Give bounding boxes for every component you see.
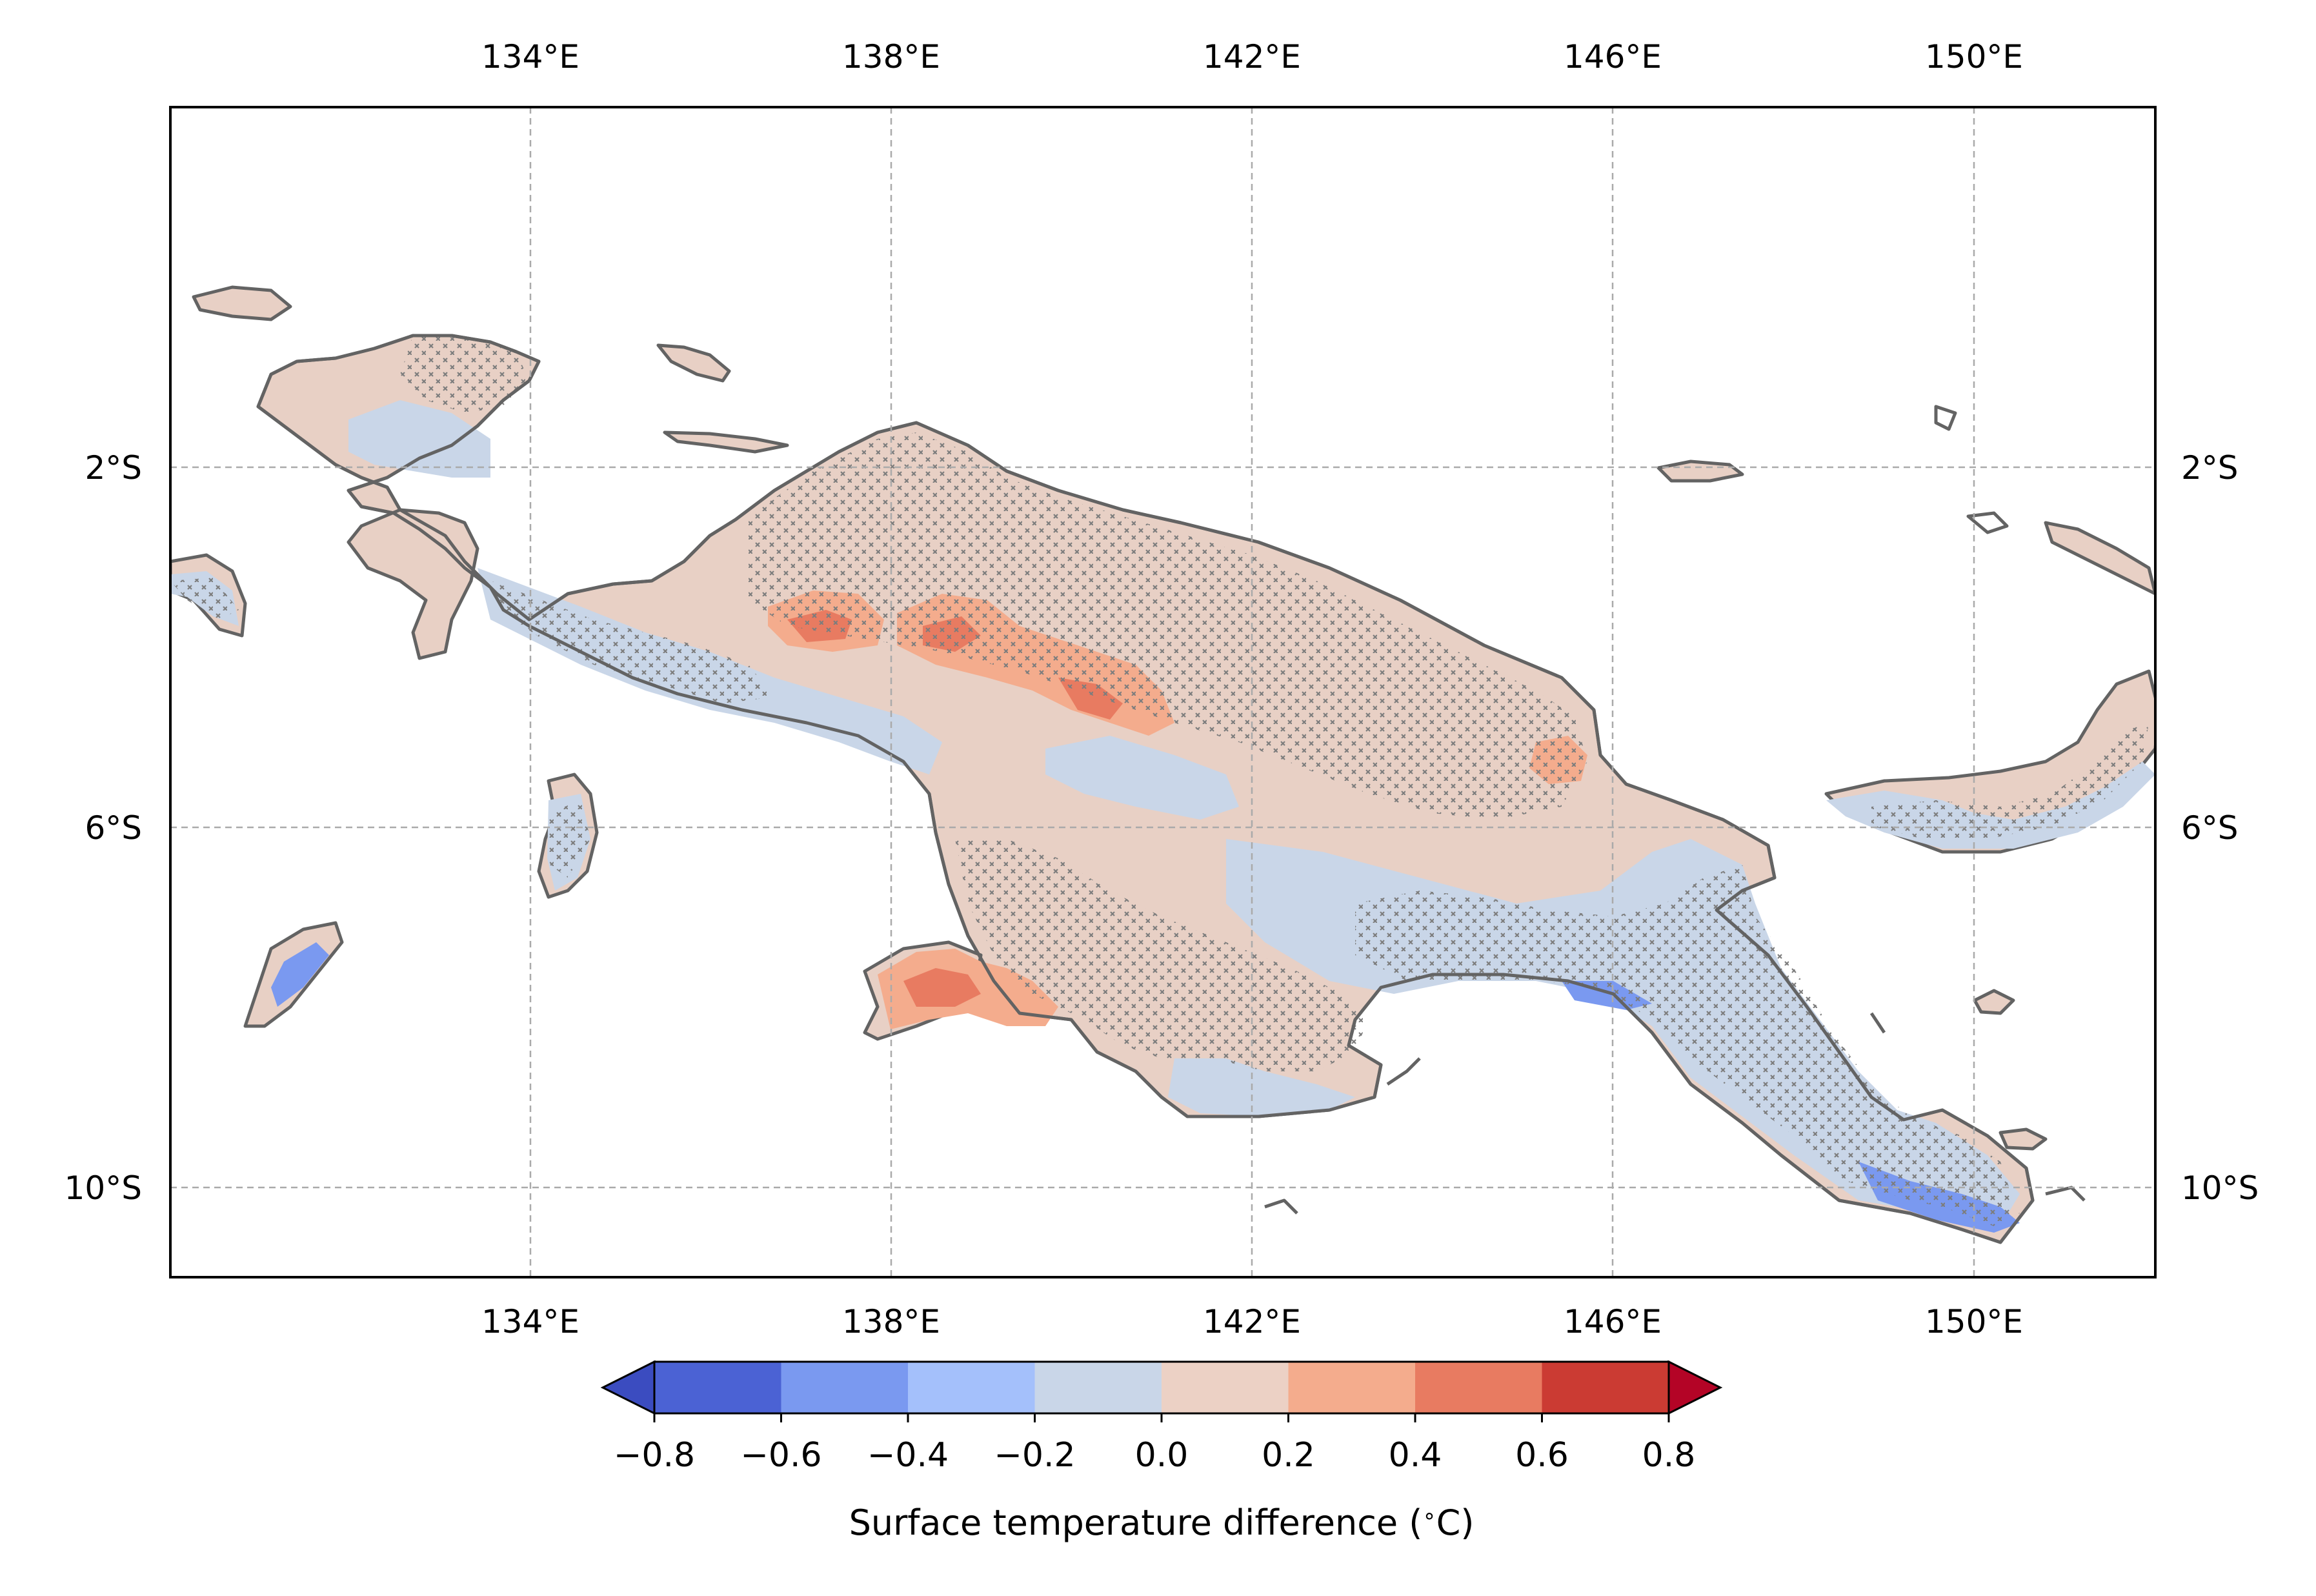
colorbar-bin-6 bbox=[1288, 1362, 1415, 1413]
top-lon-label-142E: 142°E bbox=[1203, 38, 1301, 76]
bottom-lon-label-138E: 138°E bbox=[842, 1303, 940, 1340]
top-lon-label-134E: 134°E bbox=[481, 38, 579, 76]
right-lat-label-10S: 10°S bbox=[2181, 1169, 2259, 1207]
map-frame bbox=[169, 106, 2157, 1278]
colorbar-bin-5 bbox=[1162, 1362, 1289, 1413]
colorbar-tick-label-1: −0.8 bbox=[614, 1436, 695, 1475]
stipple-north-lowlands bbox=[749, 432, 1587, 820]
top-lon-label-146E: 146°E bbox=[1564, 38, 1662, 76]
colorbar-tick-label-5: 0.0 bbox=[1135, 1436, 1189, 1475]
trobriand-island bbox=[1973, 989, 2015, 1015]
goodenough-island bbox=[1999, 1127, 2048, 1151]
right-lat-label-2S: 2°S bbox=[2181, 449, 2239, 487]
cool-anomaly-central bbox=[1045, 736, 1239, 820]
gridlines bbox=[170, 107, 2155, 1277]
cool-anomaly-south-coast bbox=[1168, 1058, 1355, 1116]
bottom-lon-label-142E: 142°E bbox=[1203, 1303, 1301, 1340]
left-lat-label-2S: 2°S bbox=[85, 449, 142, 487]
stipple-bird-head bbox=[400, 336, 774, 703]
colorbar-bin-2 bbox=[781, 1362, 908, 1413]
top-lon-label-138E: 138°E bbox=[842, 38, 940, 76]
colorbar-tick-label-4: −0.2 bbox=[994, 1436, 1075, 1475]
colorbar-label: Surface temperature difference (∘C) bbox=[849, 1502, 1475, 1543]
biak-island bbox=[656, 343, 731, 383]
stipple-new-britain bbox=[1871, 723, 2149, 839]
colorbar-tick-label-6: 0.2 bbox=[1262, 1436, 1315, 1475]
colorbar: −0.8 −0.6 −0.4 −0.2 0.0 0.2 0.4 0.6 0.8 … bbox=[600, 1360, 1723, 1543]
significance-stippling bbox=[170, 336, 2149, 1226]
left-lat-label-6S: 6°S bbox=[85, 809, 142, 847]
bottom-lon-label-150E: 150°E bbox=[1925, 1303, 2023, 1340]
yapen-island bbox=[663, 430, 789, 454]
colorbar-tick-label-2: −0.6 bbox=[740, 1436, 821, 1475]
hot-anomaly-south bbox=[903, 968, 981, 1007]
right-lat-label-6S: 6°S bbox=[2181, 809, 2239, 847]
colorbar-tick-label-3: −0.4 bbox=[867, 1436, 949, 1475]
colorbar-label-unit: C) bbox=[1436, 1502, 1475, 1543]
left-lat-labels: 2°S 6°S 10°S bbox=[65, 449, 142, 1207]
map-area bbox=[170, 107, 2155, 1277]
cold-anomaly-tanimbar bbox=[271, 942, 329, 1007]
colorbar-bin-8 bbox=[1542, 1362, 1669, 1413]
manus-island bbox=[1656, 460, 1744, 483]
bottom-lon-label-146E: 146°E bbox=[1564, 1303, 1662, 1340]
left-lat-label-10S: 10°S bbox=[65, 1169, 142, 1207]
colorbar-tick-label-7: 0.4 bbox=[1389, 1436, 1442, 1475]
cool-anomaly-bird-head bbox=[348, 400, 490, 478]
colorbar-over-arrow bbox=[1667, 1360, 1723, 1415]
bottom-lon-label-134E: 134°E bbox=[481, 1303, 579, 1340]
colorbar-tick-label-9: 0.8 bbox=[1642, 1436, 1696, 1475]
bottom-lon-labels: 134°E 138°E 142°E 146°E 150°E bbox=[481, 1303, 2023, 1340]
waigeo-island bbox=[192, 285, 292, 321]
stipple-southeast bbox=[1355, 865, 2013, 1213]
stipple-south-lowlands bbox=[955, 839, 1368, 1071]
degree-symbol: ∘ bbox=[1422, 1503, 1436, 1529]
new-ireland-island bbox=[2044, 521, 2155, 596]
top-lon-label-150E: 150°E bbox=[1925, 38, 2023, 76]
colorbar-tick-label-8: 0.6 bbox=[1515, 1436, 1569, 1475]
colorbar-under-arrow bbox=[600, 1360, 656, 1415]
top-lon-labels: 134°E 138°E 142°E 146°E 150°E bbox=[481, 38, 2023, 76]
colorbar-ticks bbox=[653, 1413, 1670, 1422]
coastlines bbox=[256, 334, 2086, 1244]
right-lat-labels: 2°S 6°S 10°S bbox=[2181, 449, 2259, 1207]
colorbar-label-text: Surface temperature difference ( bbox=[849, 1502, 1423, 1543]
colorbar-bin-4 bbox=[1034, 1362, 1162, 1413]
colorbar-bin-1 bbox=[654, 1362, 781, 1413]
colorbar-bin-7 bbox=[1415, 1362, 1542, 1413]
colorbar-bin-3 bbox=[908, 1362, 1035, 1413]
